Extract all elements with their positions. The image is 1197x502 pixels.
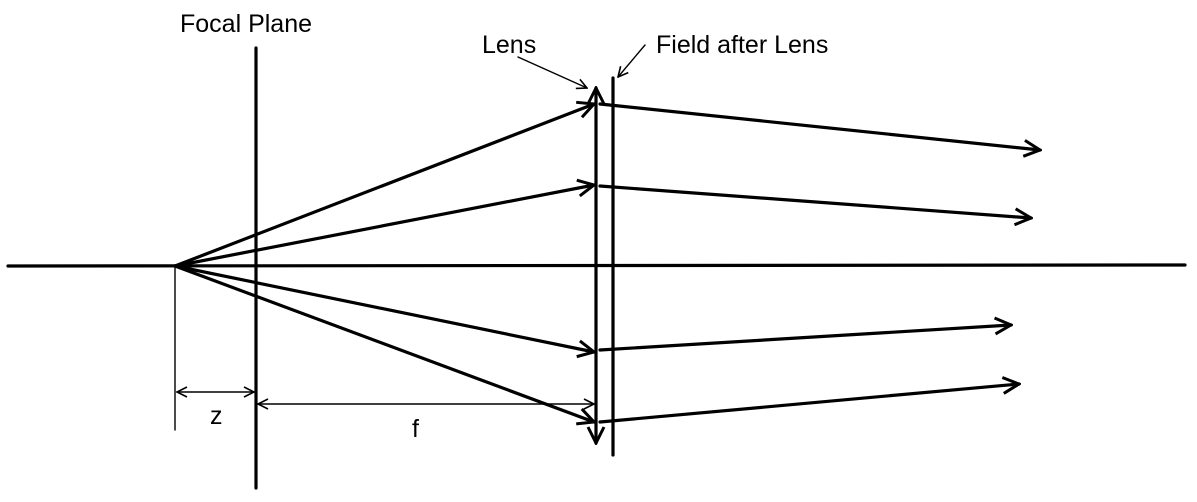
incoming-ray-1 — [173, 104, 594, 268]
outgoing-rays — [598, 102, 1040, 424]
incoming-ray-3 — [173, 264, 594, 352]
field-callout-leader — [618, 44, 646, 77]
incoming-rays — [173, 104, 594, 422]
lens-label: Lens — [482, 31, 536, 59]
outgoing-ray-3 — [598, 325, 1011, 352]
z-label: z — [210, 402, 223, 430]
field-after-lens-label: Field after Lens — [656, 31, 828, 59]
outgoing-ray-4 — [598, 384, 1019, 424]
incoming-ray-2 — [173, 185, 594, 268]
outgoing-ray-1 — [598, 102, 1040, 150]
lens-callout-leader — [517, 56, 587, 88]
incoming-ray-4 — [173, 264, 594, 422]
f-label: f — [412, 415, 419, 443]
outgoing-ray-2 — [598, 184, 1031, 218]
focal-plane-label: Focal Plane — [180, 10, 312, 38]
